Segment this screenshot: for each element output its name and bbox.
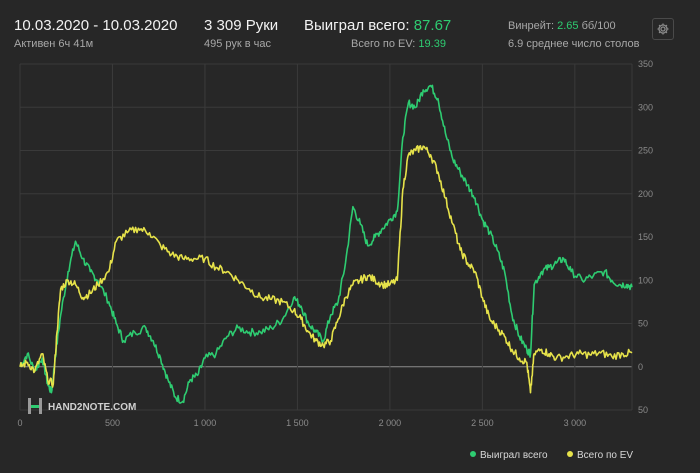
hand2note-logo: HAND2NOTE.COM	[28, 398, 136, 414]
y-tick-label: 300	[638, 102, 653, 112]
legend-won-label: Выиграл всего	[480, 450, 548, 461]
x-tick-label: 1 000	[194, 418, 217, 428]
ev-total-label: Всего по EV:	[351, 38, 416, 50]
legend-item-won[interactable]: Выиграл всего	[470, 450, 548, 461]
winrate: Винрейт: 2.65 бб/100	[508, 20, 616, 32]
avg-tables: 6.9 среднее число столов	[508, 38, 640, 50]
ev-total: Всего по EV: 19.39	[351, 38, 446, 50]
x-tick-label: 2 000	[379, 418, 402, 428]
active-time: Активен 6ч 41м	[14, 38, 94, 50]
x-tick-label: 2 500	[471, 418, 494, 428]
y-tick-label: 0	[638, 362, 643, 372]
legend-ev-marker	[567, 451, 573, 457]
grid	[19, 63, 633, 411]
legend: Выиграл всего Всего по EV	[470, 450, 633, 461]
winrate-value: 2.65	[557, 20, 579, 32]
ev-total-value: 19.39	[418, 38, 446, 50]
x-tick-label: 1 500	[286, 418, 309, 428]
logo-text: HAND2NOTE.COM	[48, 402, 136, 413]
hands-per-hour: 495 рук в час	[204, 38, 272, 50]
x-tick-label: 3 000	[564, 418, 587, 428]
header: 10.03.2020 - 10.03.2020 Активен 6ч 41м 3…	[0, 0, 700, 60]
x-axis-ticks: 0 500 1 000 1 500 2 000 2 500 3 000	[17, 418, 586, 428]
won-total-label: Выиграл всего:	[304, 17, 410, 34]
series-ev-line	[19, 145, 633, 394]
legend-won-marker	[470, 451, 476, 457]
y-tick-label: 250	[638, 146, 653, 156]
y-tick-label: 200	[638, 189, 653, 199]
legend-item-ev[interactable]: Всего по EV	[567, 450, 633, 461]
series-won-line	[19, 84, 633, 404]
y-tick-label: 50	[638, 405, 648, 415]
winrate-label: Винрейт:	[508, 20, 555, 32]
hand2note-logo-icon	[28, 398, 42, 414]
settings-button[interactable]	[652, 18, 674, 40]
y-tick-label: 50	[638, 319, 648, 329]
y-tick-label: 100	[638, 275, 653, 285]
gear-icon	[657, 23, 669, 35]
y-tick-label: 150	[638, 232, 653, 242]
won-total: Выиграл всего: 87.67	[304, 17, 451, 34]
y-axis-ticks: 50 0 50 100 150 200 250 300 350	[638, 59, 653, 415]
hands-count: 3 309 Руки	[204, 17, 279, 34]
won-total-value: 87.67	[413, 17, 452, 34]
y-tick-label: 350	[638, 59, 653, 69]
x-tick-label: 0	[17, 418, 22, 428]
legend-ev-label: Всего по EV	[577, 450, 633, 461]
winrate-unit: бб/100	[581, 20, 616, 32]
date-range: 10.03.2020 - 10.03.2020	[14, 17, 178, 34]
x-tick-label: 500	[105, 418, 120, 428]
series-lines	[19, 84, 633, 404]
